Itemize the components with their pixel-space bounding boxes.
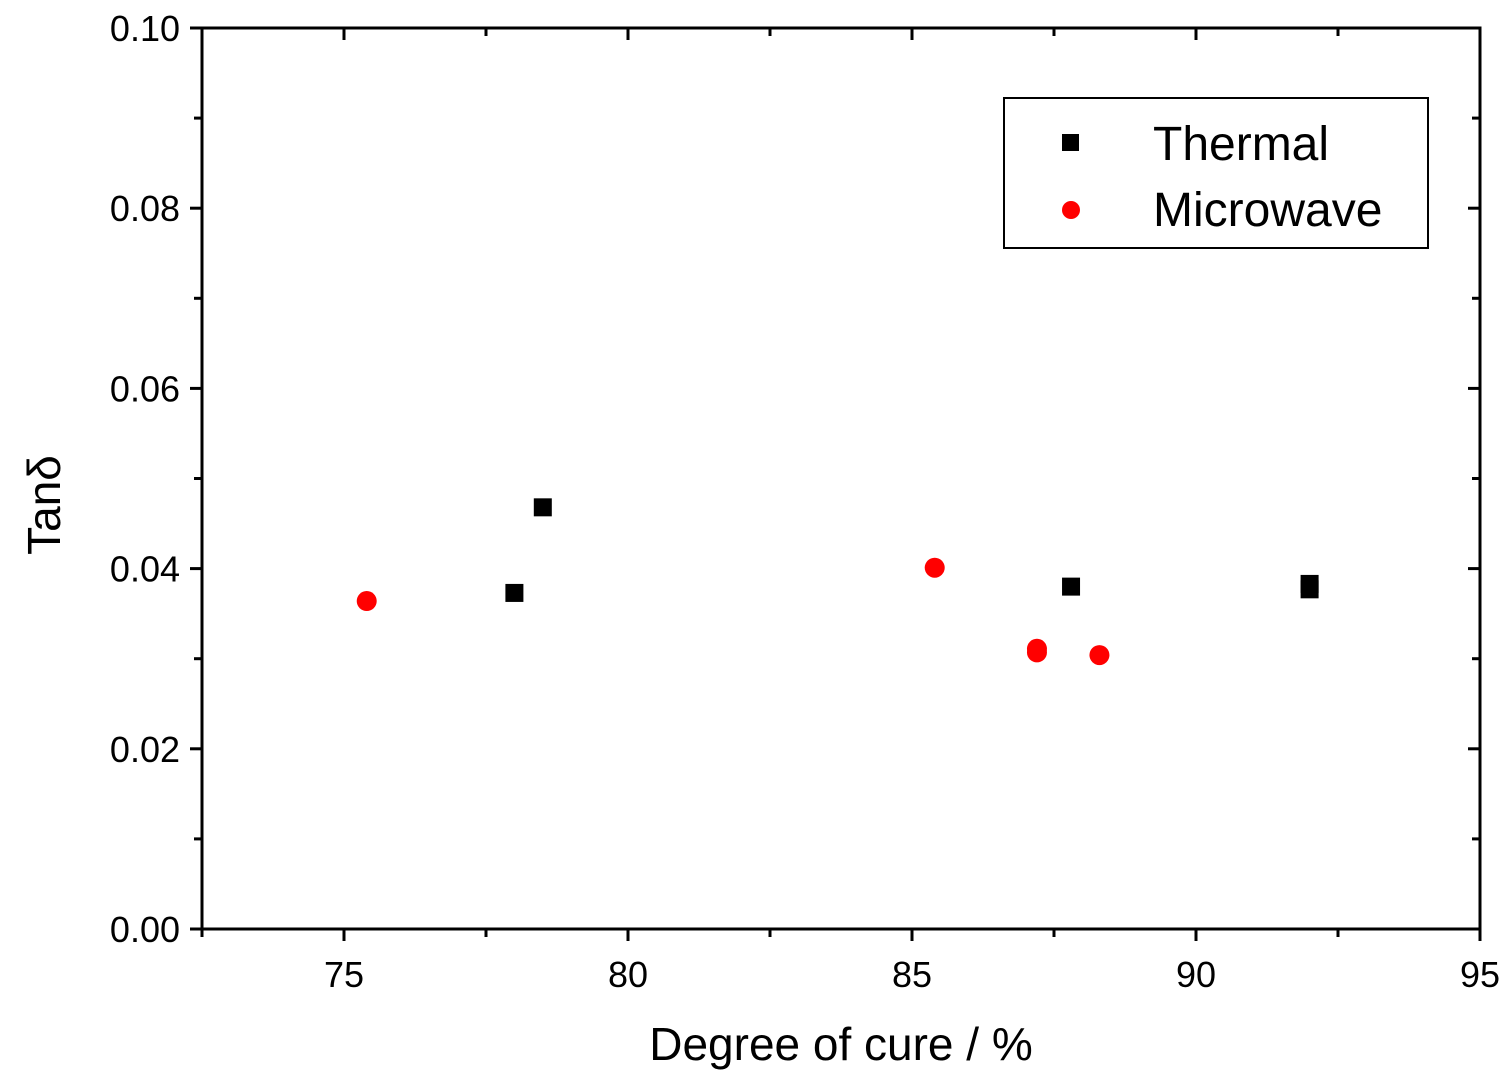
point-thermal [1062, 577, 1081, 596]
y-tick-label: 0.10 [110, 8, 180, 49]
legend-label-microwave: Microwave [1153, 184, 1382, 237]
point-microwave [356, 591, 377, 612]
x-tick-label: 80 [608, 954, 648, 995]
x-tick-label: 90 [1176, 954, 1216, 995]
x-tick-label: 75 [324, 954, 364, 995]
point-microwave [924, 557, 945, 578]
point-microwave [1026, 642, 1047, 663]
point-thermal [1300, 580, 1319, 599]
x-tick-label: 85 [892, 954, 932, 995]
y-tick-label: 0.00 [110, 909, 180, 950]
axis-ticks [190, 26, 1482, 941]
legend-box [1003, 97, 1429, 249]
y-axis-label: Tanδ [18, 455, 70, 555]
legend-marker-thermal [1062, 134, 1079, 151]
legend: Thermal Microwave [1003, 97, 1429, 249]
legend-label-thermal: Thermal [1153, 118, 1329, 171]
y-tick-label: 0.06 [110, 368, 180, 409]
point-microwave [1089, 645, 1110, 666]
data-points [356, 498, 1319, 666]
legend-marker-microwave [1062, 201, 1080, 219]
y-tick-label: 0.08 [110, 188, 180, 229]
y-tick-label: 0.04 [110, 549, 180, 590]
point-thermal [505, 583, 524, 602]
x-tick-label: 95 [1460, 954, 1500, 995]
point-thermal [533, 498, 552, 517]
tick-labels: 75 80 85 90 95 0.00 0.02 0.04 0.06 0.08 0.10 [110, 8, 1500, 995]
y-tick-label: 0.02 [110, 729, 180, 770]
x-axis-label: Degree of cure / % [649, 1018, 1033, 1070]
